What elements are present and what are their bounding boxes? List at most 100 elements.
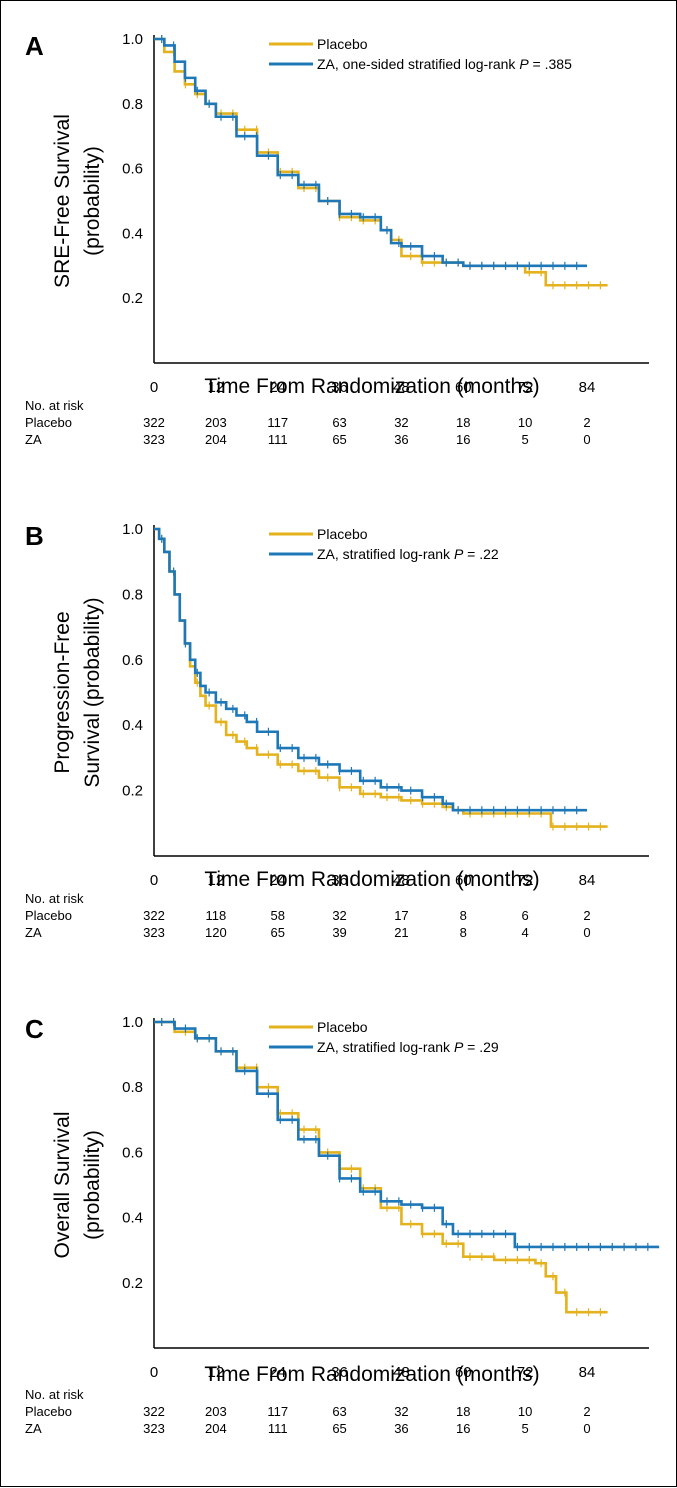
y-axis-label: SRE-Free Survival bbox=[51, 114, 74, 288]
legend-label-placebo: Placebo bbox=[317, 36, 368, 52]
at-risk-value: 323 bbox=[143, 925, 165, 940]
legend-label-za: ZA, stratified log-rank P = .29 bbox=[317, 1039, 499, 1055]
at-risk-value: 203 bbox=[205, 1404, 227, 1419]
x-tick-label: 0 bbox=[150, 872, 158, 889]
at-risk-value: 18 bbox=[456, 415, 470, 430]
x-tick-label: 36 bbox=[331, 1364, 348, 1381]
y-tick-label: 0.4 bbox=[122, 225, 143, 242]
at-risk-value: 4 bbox=[522, 925, 529, 940]
at-risk-value: 18 bbox=[456, 1404, 470, 1419]
legend-label-placebo: Placebo bbox=[317, 1019, 368, 1035]
x-tick-label: 84 bbox=[579, 872, 596, 889]
censor-marks-za bbox=[161, 1018, 649, 1251]
x-tick-label: 0 bbox=[150, 1364, 158, 1381]
at-risk-row-label: ZA bbox=[25, 432, 42, 447]
y-tick-label: 0.6 bbox=[122, 161, 143, 178]
at-risk-row-label: Placebo bbox=[25, 415, 72, 430]
x-tick-label: 36 bbox=[331, 379, 348, 396]
series-line-za bbox=[154, 1020, 660, 1249]
at-risk-value: 5 bbox=[522, 1421, 529, 1436]
y-axis-label: (probability) bbox=[81, 146, 104, 256]
at-risk-value: 65 bbox=[332, 1421, 346, 1436]
panel-letter: C bbox=[25, 1014, 44, 1044]
x-tick-label: 48 bbox=[393, 379, 410, 396]
series-line-placebo bbox=[154, 37, 608, 287]
at-risk-heading: No. at risk bbox=[25, 398, 84, 413]
x-tick-label: 84 bbox=[579, 1364, 596, 1381]
y-tick-label: 1.0 bbox=[122, 31, 143, 48]
at-risk-value: 8 bbox=[460, 925, 467, 940]
at-risk-row-label: ZA bbox=[25, 1421, 42, 1436]
x-axis-label: Time From Randomization (months) bbox=[204, 868, 539, 891]
censor-marks-placebo bbox=[161, 35, 602, 290]
at-risk-value: 0 bbox=[583, 1421, 590, 1436]
at-risk-value: 10 bbox=[518, 1404, 532, 1419]
censor-marks-placebo bbox=[161, 1018, 602, 1317]
x-tick-label: 72 bbox=[517, 1364, 534, 1381]
y-tick-label: 1.0 bbox=[122, 1014, 143, 1031]
x-tick-label: 72 bbox=[517, 379, 534, 396]
legend-label-za: ZA, one-sided stratified log-rank P = .3… bbox=[317, 56, 572, 72]
at-risk-value: 2 bbox=[583, 415, 590, 430]
x-tick-label: 36 bbox=[331, 872, 348, 889]
at-risk-value: 323 bbox=[143, 432, 165, 447]
panel-a: A 0.2 0.4 0.6 0.8 1.0 0 12 24 36 48 60 72 84 SRE-Free … bbox=[25, 31, 649, 447]
at-risk-value: 322 bbox=[143, 1404, 165, 1419]
x-tick-label: 24 bbox=[269, 872, 286, 889]
at-risk-value: 39 bbox=[332, 925, 346, 940]
y-tick-label: 0.2 bbox=[122, 1275, 143, 1292]
x-tick-label: 12 bbox=[208, 379, 225, 396]
y-tick-label: 0.8 bbox=[122, 1079, 143, 1096]
panel-c: C 0.2 0.4 0.6 0.8 1.0 0 12 24 36 48 60 72 84 Overall S… bbox=[25, 1014, 660, 1436]
y-tick-label: 1.0 bbox=[122, 521, 143, 538]
at-risk-value: 8 bbox=[460, 908, 467, 923]
y-tick-label: 0.8 bbox=[122, 586, 143, 603]
at-risk-row-label: Placebo bbox=[25, 908, 72, 923]
at-risk-value: 32 bbox=[394, 1404, 408, 1419]
x-tick-label: 24 bbox=[269, 1364, 286, 1381]
at-risk-value: 10 bbox=[518, 415, 532, 430]
panel-letter: B bbox=[25, 521, 44, 551]
y-axis-label: Progression-Free bbox=[51, 611, 74, 773]
at-risk-heading: No. at risk bbox=[25, 891, 84, 906]
at-risk-row-label: Placebo bbox=[25, 1404, 72, 1419]
at-risk-heading: No. at risk bbox=[25, 1387, 84, 1402]
at-risk-value: 323 bbox=[143, 1421, 165, 1436]
x-tick-label: 12 bbox=[208, 1364, 225, 1381]
y-tick-label: 0.4 bbox=[122, 1210, 143, 1227]
at-risk-value: 36 bbox=[394, 1421, 408, 1436]
at-risk-value: 204 bbox=[205, 1421, 227, 1436]
at-risk-value: 0 bbox=[583, 925, 590, 940]
y-axis-label: Survival (probability) bbox=[81, 597, 104, 787]
at-risk-value: 63 bbox=[332, 415, 346, 430]
at-risk-value: 32 bbox=[332, 908, 346, 923]
at-risk-value: 120 bbox=[205, 925, 227, 940]
y-tick-label: 0.6 bbox=[122, 652, 143, 669]
censor-marks-za bbox=[161, 534, 578, 815]
at-risk-value: 0 bbox=[583, 432, 590, 447]
x-tick-label: 0 bbox=[150, 379, 158, 396]
series-line-za bbox=[154, 527, 587, 812]
x-tick-label: 84 bbox=[579, 379, 596, 396]
x-tick-label: 72 bbox=[517, 872, 534, 889]
at-risk-value: 322 bbox=[143, 415, 165, 430]
at-risk-value: 6 bbox=[522, 908, 529, 923]
x-axis-label: Time From Randomization (months) bbox=[204, 375, 539, 398]
at-risk-value: 36 bbox=[394, 432, 408, 447]
at-risk-value: 65 bbox=[270, 925, 284, 940]
series-line-za bbox=[154, 37, 587, 268]
legend-label-placebo: Placebo bbox=[317, 526, 368, 542]
panel-letter: A bbox=[25, 31, 44, 61]
x-tick-label: 48 bbox=[393, 872, 410, 889]
series-line-placebo bbox=[154, 1020, 608, 1314]
x-tick-label: 12 bbox=[208, 872, 225, 889]
panel-b: B0.20.40.60.81.00 12 24 36 48 60 72 84Progressi… bbox=[25, 521, 649, 940]
y-axis-label: Overall Survival bbox=[51, 1111, 74, 1258]
at-risk-value: 203 bbox=[205, 415, 227, 430]
at-risk-value: 16 bbox=[456, 432, 470, 447]
y-tick-label: 0.8 bbox=[122, 96, 143, 113]
at-risk-value: 5 bbox=[522, 432, 529, 447]
x-tick-label: 60 bbox=[455, 872, 472, 889]
